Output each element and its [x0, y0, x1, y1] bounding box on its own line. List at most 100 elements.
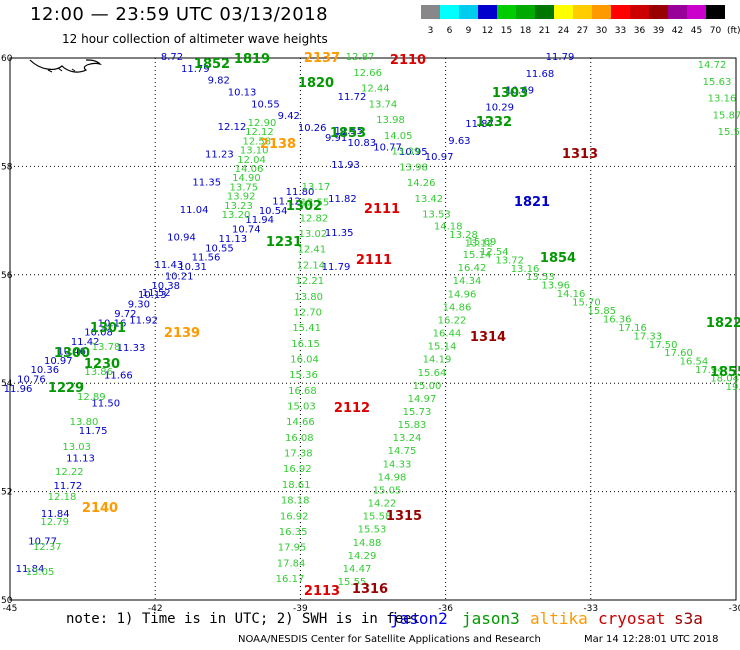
- swh-value: 13.96: [541, 281, 570, 292]
- generated-timestamp: Mar 14 12:28:01 UTC 2018: [584, 634, 719, 645]
- swh-value: 11.13: [219, 234, 248, 245]
- swh-value: 15.87: [713, 110, 740, 121]
- swh-value: 13.80: [70, 417, 99, 428]
- colorbar-swatch-39: [649, 5, 668, 19]
- swh-value: 13.23: [224, 201, 253, 212]
- swh-value: 13.92: [227, 192, 256, 203]
- pass-label: 2137: [304, 51, 340, 66]
- swh-value: 12.21: [295, 276, 324, 287]
- swh-value: 17.16: [618, 323, 647, 334]
- swh-value: 15.59: [718, 127, 740, 138]
- swh-value: 12.44: [361, 84, 390, 95]
- swh-value: 15.03: [287, 402, 316, 413]
- swh-value: 9.63: [448, 136, 470, 147]
- swh-value: 16.15: [291, 339, 320, 350]
- swh-value: 15.00: [413, 381, 442, 392]
- swh-value: 10.29: [485, 102, 514, 113]
- swh-value: 14.06: [235, 164, 264, 175]
- swh-value: 12.12: [218, 122, 247, 133]
- pass-label: 1313: [562, 147, 598, 162]
- swh-value: 13.17: [302, 182, 331, 193]
- swh-value: 15.64: [418, 368, 447, 379]
- map-frame: [9, 57, 737, 601]
- swh-value: 11.52: [142, 288, 171, 299]
- swh-value: 11.50: [91, 398, 120, 409]
- swh-value: 9.30: [128, 300, 150, 311]
- swh-value: 12.79: [40, 517, 69, 528]
- swh-value: 12.82: [300, 213, 329, 224]
- pass-label: 1232: [476, 115, 512, 130]
- legend-altika: altika: [530, 609, 588, 628]
- swh-value: 13.98: [399, 162, 428, 173]
- lon-tick-label: -36: [438, 604, 453, 614]
- colorbar-label: 36: [634, 26, 646, 36]
- swh-value: 10.26: [298, 123, 327, 134]
- pass-label: 2111: [356, 253, 392, 268]
- swh-value: 12.89: [77, 392, 106, 403]
- swh-value: 9.82: [208, 76, 230, 87]
- swh-value: 11.72: [54, 481, 83, 492]
- swh-value: 10.08: [84, 328, 113, 339]
- colorbar-swatch-6: [440, 5, 459, 19]
- lon-tick-label: -33: [583, 604, 598, 614]
- swh-value: 11.75: [79, 426, 108, 437]
- swh-value: 10.13: [138, 290, 167, 301]
- pass-label: 1819: [234, 52, 270, 67]
- legend-jason2: jason2: [390, 609, 448, 628]
- colorbar-swatch-18: [516, 5, 535, 19]
- swh-value: 11.80: [286, 187, 315, 198]
- swh-value: 9.91: [325, 133, 347, 144]
- swh-value: 11.66: [104, 371, 133, 382]
- swh-value: 18.61: [282, 480, 311, 491]
- swh-value: 19.23: [726, 382, 740, 393]
- swh-value: 16.92: [280, 511, 309, 522]
- swh-value: 11.93: [331, 160, 360, 171]
- credit-line: NOAA/NESDIS Center for Satellite Applica…: [238, 634, 541, 645]
- swh-value: 15.55: [338, 577, 367, 588]
- pass-label: 1854: [540, 251, 576, 266]
- swh-value: 15.14: [463, 250, 492, 261]
- swh-value: 17.33: [634, 331, 663, 342]
- track-jason3-1230: 13.78 13.86 12.89 13.80 13.03 12.22 12.18 12.79…: [26, 342, 121, 578]
- pass-label: 1821: [514, 195, 550, 210]
- swh-value: 13.39: [392, 147, 421, 158]
- swh-value: 13.74: [369, 99, 398, 110]
- swh-value: 15.63: [703, 77, 732, 88]
- swh-value: 11.84: [16, 564, 45, 575]
- swh-value: 16.04: [290, 354, 319, 365]
- swh-value: 11.96: [4, 384, 33, 395]
- swh-value: 12.41: [298, 245, 327, 256]
- legend-jason3: jason3: [462, 609, 520, 628]
- swh-value: 9.42: [278, 111, 300, 122]
- colorbar-swatch-42: [668, 5, 687, 19]
- pass-label: 2140: [82, 501, 118, 516]
- lat-tick-label: 52: [1, 488, 12, 498]
- swh-value: 13.98: [376, 115, 405, 126]
- swh-value: 14.75: [388, 446, 417, 457]
- swh-value: 14.26: [407, 178, 436, 189]
- swh-value: 13.16: [511, 264, 540, 275]
- pass-label: 1229: [48, 381, 84, 396]
- pass-label: 2139: [164, 326, 200, 341]
- swh-value: 12.58: [242, 136, 271, 147]
- colorbar-label: 39: [653, 26, 665, 36]
- swh-colorbar: 3 6 9 12 15 18 21 24 27 30 33 36 39 42 45 70 (ft): [421, 5, 740, 36]
- swh-value: 10.74: [232, 225, 261, 236]
- colorbar-label: 27: [577, 26, 588, 36]
- swh-value: 11.82: [328, 194, 357, 205]
- swh-value: 14.88: [353, 538, 382, 549]
- pass-label: 1316: [352, 582, 388, 597]
- swh-value: 11.23: [205, 150, 234, 161]
- swh-value: 10.38: [151, 281, 180, 292]
- colorbar-label: 6: [447, 26, 453, 36]
- colorbar-swatch-33: [611, 5, 630, 19]
- swh-value: 10.97: [425, 152, 454, 163]
- swh-value: 14.22: [368, 499, 397, 510]
- colorbar-unit: (ft): [727, 26, 740, 36]
- swh-value: 11.79: [322, 262, 351, 273]
- lon-tick-label: -30: [729, 604, 740, 614]
- colorbar-swatch-21: [535, 5, 554, 19]
- swh-value: 10.46: [57, 346, 86, 357]
- pass-label: 1301: [90, 321, 126, 336]
- lat-tick-label: 54: [1, 379, 13, 389]
